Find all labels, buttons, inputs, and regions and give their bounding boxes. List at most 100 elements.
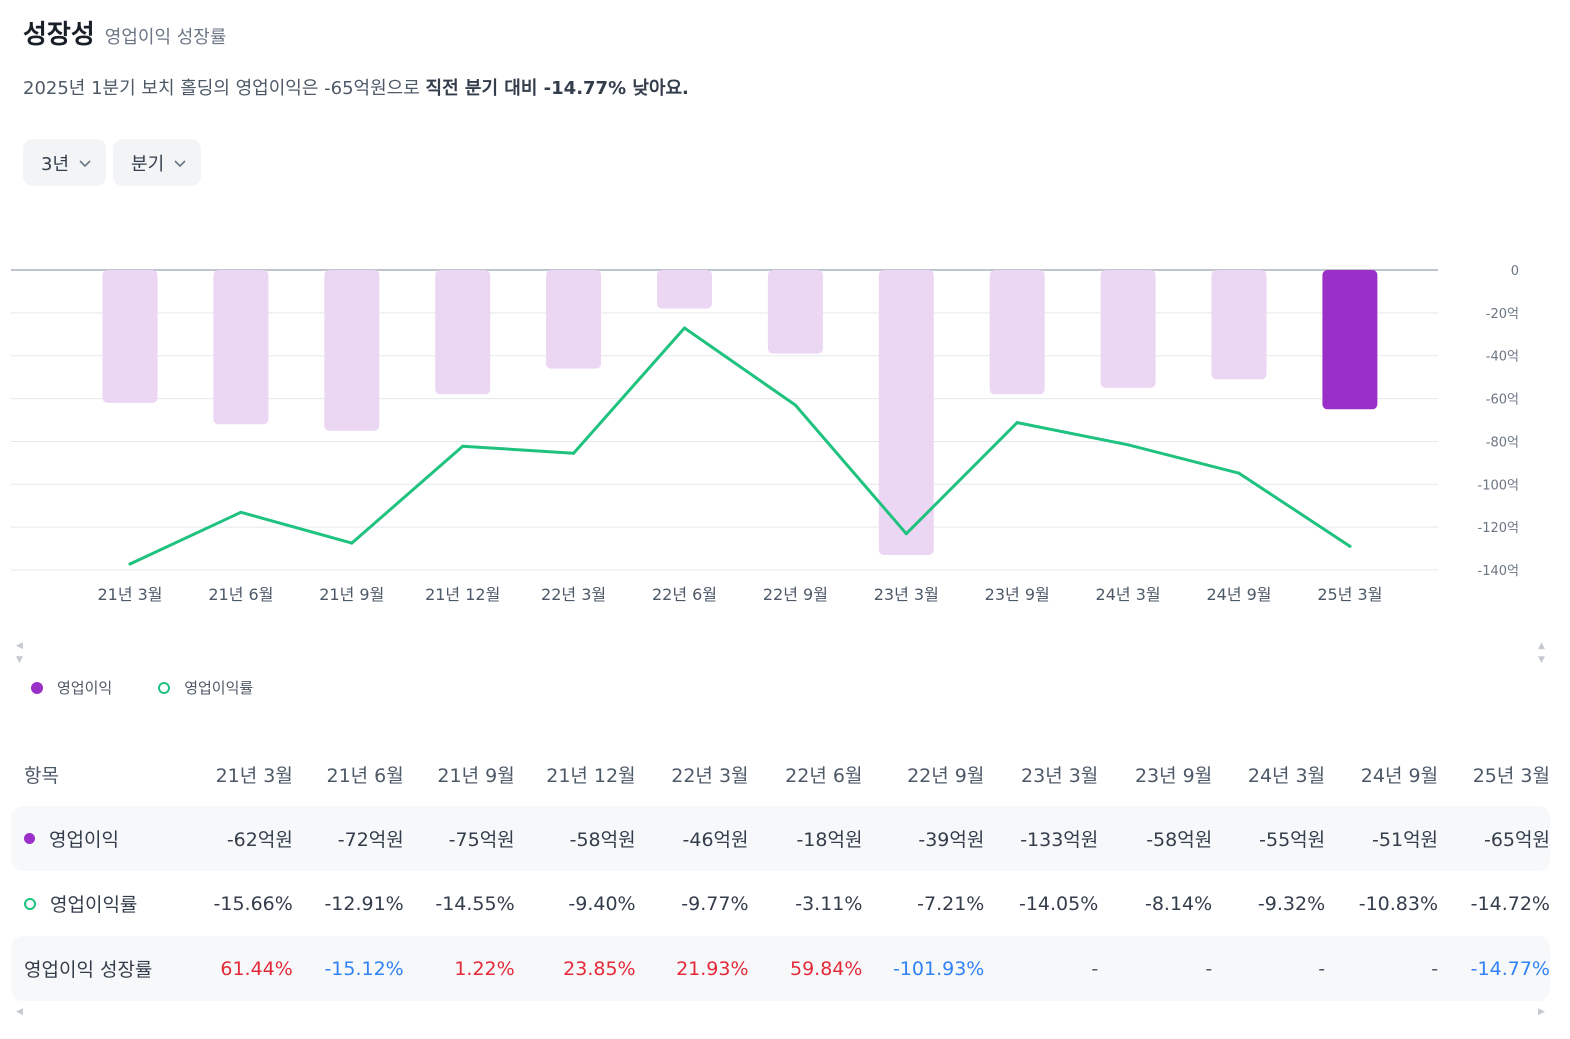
ring-dot-icon: [24, 897, 36, 910]
line-point-22년-3월: [572, 451, 576, 455]
table-cell: -: [1318, 957, 1326, 980]
x-tick-label: 24년 9월: [1206, 585, 1271, 604]
summary-highlight: 직전 분기 대비 -14.77% 낮아요.: [425, 78, 689, 99]
interval-dropdown[interactable]: 분기: [113, 139, 202, 186]
operating-profit-chart: 0 -20억 -40억 -60억 -80억 -100억 -120억 -140억 21년 3월 21…: [11, 264, 1519, 604]
legend-line-label: 영업이익률: [184, 679, 254, 697]
bar-21년-6월: [213, 270, 269, 425]
table-cell: -14.55%: [435, 892, 515, 915]
y-tick-label: -20억: [1486, 307, 1519, 322]
x-tick-label: 22년 3월: [541, 585, 606, 604]
section-title: 성장성: [23, 20, 95, 50]
table-cell: -75억원: [448, 829, 515, 851]
table-scroll-right-icon[interactable]: ▶: [1538, 1007, 1545, 1017]
row-label-text: 영업이익: [49, 829, 119, 851]
table-cell: 23.85%: [563, 957, 636, 980]
table-cell: -: [1091, 957, 1099, 980]
table-scroll-left-icon[interactable]: ◀: [16, 1007, 23, 1017]
column-header: 22년 9월: [907, 764, 985, 787]
table-cell: -10.83%: [1358, 892, 1439, 915]
margin-line: [128, 326, 1352, 566]
column-header: 22년 6월: [785, 764, 863, 787]
scroll-down-icon[interactable]: ▼: [16, 655, 23, 665]
bar-24년-9월: [1211, 270, 1267, 380]
bar-23년-9월: [989, 270, 1045, 395]
table-cell: -7.21%: [917, 892, 985, 915]
summary-sentence: 2025년 1분기 보치 홀딩의 영업이익은 -65억원으로: [23, 78, 426, 99]
y-tick-label: -60억: [1486, 393, 1519, 408]
row-label: 영업이익 성장률: [11, 955, 198, 982]
filled-dot-icon: [24, 833, 35, 844]
table-cell: -8.14%: [1144, 892, 1213, 915]
x-tick-label: 24년 3월: [1096, 585, 1161, 604]
bar-22년-3월: [546, 270, 602, 369]
line-point-22년-9월: [793, 403, 797, 407]
table-cell: -65억원: [1483, 829, 1550, 851]
scroll-down-right-icon[interactable]: ▼: [1538, 655, 1545, 665]
data-table: 항목 21년 3월 21년 6월 21년 9월 21년 12월 22년 3월 22년 6월…: [11, 742, 1550, 1001]
period-dropdown[interactable]: 3년: [23, 139, 107, 186]
row-label-text: 영업이익 성장률: [24, 959, 153, 981]
row-label: 영업이익률: [11, 890, 198, 917]
table-cell: -: [1205, 957, 1213, 980]
column-header: 24년 3월: [1247, 764, 1326, 787]
filled-dot-icon: [31, 681, 43, 694]
y-tick-label: 0: [1511, 264, 1519, 279]
column-header: 24년 9월: [1360, 764, 1439, 787]
y-tick-label: -120억: [1478, 521, 1519, 536]
bar-21년-3월: [102, 270, 158, 403]
table-row-operating-margin: 영업이익률 -15.66% -12.91% -14.55% -9.40% -9.77% -…: [11, 871, 1550, 936]
column-header: 23년 3월: [1021, 764, 1099, 787]
bar-25년-3월: [1322, 270, 1378, 410]
table-cell: -15.66%: [213, 892, 293, 915]
table-cell: -9.77%: [681, 892, 749, 915]
line-point-25년-3월: [1348, 544, 1352, 548]
line-point-21년-3월: [128, 562, 132, 566]
legend-bar-label: 영업이익: [57, 679, 113, 697]
legend-item-line[interactable]: 영업이익률: [158, 677, 253, 698]
table-cell: -62억원: [226, 829, 293, 851]
table-cell: -: [1431, 957, 1439, 980]
table-cell: -3.11%: [795, 892, 863, 915]
line-point-22년-6월: [683, 326, 686, 330]
period-dropdown-label: 3년: [41, 153, 70, 175]
table-cell: -51억원: [1372, 829, 1439, 851]
bar-24년-3월: [1100, 270, 1156, 388]
x-tick-label: 23년 9월: [985, 585, 1050, 604]
y-tick-label: -40억: [1486, 350, 1519, 365]
table-cell: -46억원: [682, 829, 749, 851]
bar-22년-9월: [767, 270, 823, 354]
table-cell: 21.93%: [676, 957, 749, 980]
line-point-23년-3월: [904, 532, 908, 536]
legend-item-bar[interactable]: 영업이익: [31, 677, 112, 698]
line-point-21년-12월: [461, 444, 465, 448]
row-label: 영업이익: [11, 825, 198, 852]
column-header: 21년 3월: [215, 764, 293, 787]
bar-22년-6월: [657, 270, 712, 309]
line-point-24년-9월: [1237, 471, 1241, 475]
section-header: 성장성 영업이익 성장률: [23, 14, 226, 51]
row-label-text: 영업이익률: [50, 894, 138, 916]
line-point-23년-9월: [1015, 421, 1019, 425]
table-cell: -14.05%: [1018, 892, 1099, 915]
x-tick-label: 21년 9월: [319, 585, 384, 604]
section-subtitle: 영업이익 성장률: [104, 27, 227, 48]
line-point-24년-3월: [1126, 443, 1130, 447]
bar-21년-9월: [324, 270, 380, 431]
summary-text: 2025년 1분기 보치 홀딩의 영업이익은 -65억원으로 직전 분기 대비 …: [23, 74, 689, 100]
table-cell: 59.84%: [789, 957, 863, 980]
table-cell: -9.40%: [568, 892, 636, 915]
table-cell: -72억원: [337, 829, 404, 851]
x-tick-label: 22년 9월: [763, 585, 828, 604]
table-cell: -9.32%: [1257, 892, 1326, 915]
y-tick-label: -100억: [1478, 478, 1519, 493]
table-cell: 1.22%: [454, 957, 515, 980]
bar-21년-12월: [435, 270, 491, 395]
scroll-right-icon[interactable]: ▲: [1538, 641, 1545, 651]
table-cell: -101.93%: [892, 957, 985, 980]
scroll-left-icon[interactable]: ◀: [16, 641, 23, 651]
x-tick-label: 21년 12월: [425, 585, 500, 604]
y-tick-label: -140억: [1478, 564, 1519, 579]
table-cell: -58억원: [569, 829, 636, 851]
column-header: 21년 12월: [546, 764, 636, 787]
